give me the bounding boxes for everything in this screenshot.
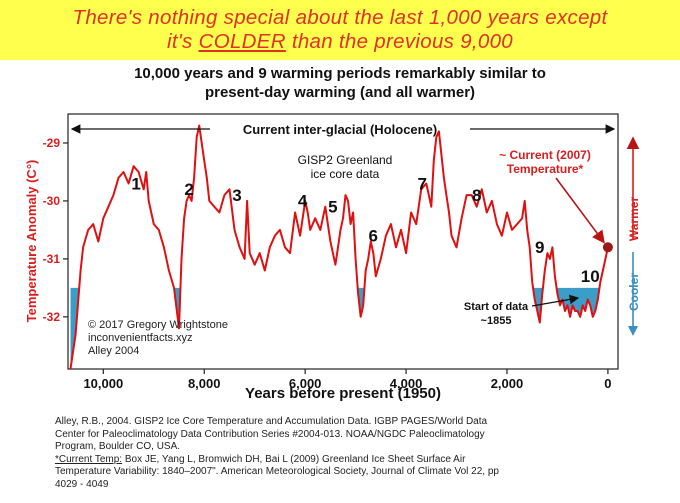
peak-labels: 1 2 3 4 5 6 7 8 9 10 <box>131 174 599 286</box>
holocene-label: Current inter-glacial (Holocene) <box>243 122 437 137</box>
start-of-data-arrow <box>531 294 580 307</box>
warmer-label: Warmer <box>627 197 641 242</box>
cooler-label: Cooler <box>627 273 641 311</box>
peak-number-label: 3 <box>232 186 241 205</box>
reference-current-temp-label: *Current Temp: <box>55 453 123 465</box>
x-tick-label: 0 <box>604 376 611 391</box>
current-temp-label-line-1: ~ Current (2007) <box>499 148 591 162</box>
reference-line-5: Temperature Variability: 1840–2007". Ame… <box>55 466 499 477</box>
reference-current-temp-text: Box JE, Yang L, Bromwich DH, Bai L (2009… <box>122 453 466 465</box>
current-temp-arrow <box>555 177 605 244</box>
copyright-line-3: Alley 2004 <box>88 345 139 357</box>
peak-number-label: 5 <box>328 198 337 217</box>
current-temp-label-line-2: Temperature* <box>507 162 584 176</box>
start-of-data-label-line-1: Start of data <box>464 301 529 313</box>
peak-number-label: 10 <box>581 267 600 286</box>
start-of-data-label-line-2: ~1855 <box>481 315 512 327</box>
y-tick-label: -30 <box>43 194 61 208</box>
x-axis-label: Years before present (1950) <box>245 385 441 402</box>
copyright-line-1: © 2017 Gregory Wrightstone <box>88 319 228 331</box>
peak-number-label: 1 <box>131 174 140 193</box>
x-tick-label: 4,000 <box>390 376 423 391</box>
headline-banner: There's nothing special about the last 1… <box>0 0 680 60</box>
reference-line-6: 4029 - 4049 <box>55 478 109 490</box>
reference-line-2: Center for Paleoclimatology Data Contrib… <box>55 428 485 440</box>
chart-title-line-1: 10,000 years and 9 warming periods remar… <box>134 65 546 82</box>
banner-prefix: it's <box>166 30 199 53</box>
y-tick-label: -31 <box>43 252 61 266</box>
peak-number-label: 8 <box>472 186 481 205</box>
temperature-series-line <box>69 124 609 370</box>
references: Alley, R.B., 2004. GISP2 Ice Core Temper… <box>55 416 645 491</box>
cooler-arrow-head <box>628 326 638 336</box>
x-axis-ticks: 10,000 8,000 6,000 4,000 2,000 0 <box>83 369 612 391</box>
peak-number-label: 6 <box>369 227 378 246</box>
current-temp-marker <box>602 242 613 253</box>
x-tick-label: 8,000 <box>188 376 221 391</box>
banner-suffix: than the previous 9,000 <box>285 30 513 53</box>
banner-colder-emphasis: COLDER <box>198 30 286 53</box>
plot-frame <box>67 113 619 370</box>
peak-number-label: 7 <box>417 174 426 193</box>
reference-line-4: *Current Temp: Box JE, Yang L, Bromwich … <box>55 454 645 467</box>
y-axis-ticks: -29 -30 -31 -32 <box>43 136 68 324</box>
peak-number-label: 4 <box>298 192 308 211</box>
peak-number-label: 2 <box>184 180 193 199</box>
chart-title-line-2: present-day warming (and all warmer) <box>204 84 476 101</box>
reference-line-3: Program, Boulder CO, USA. <box>55 441 181 452</box>
y-axis-label: Temperature Anomaly (C°) <box>24 160 39 323</box>
banner-line-2: it's COLDER than the previous 9,000 <box>0 30 680 54</box>
station-label-line-1: GISP2 Greenland <box>298 153 393 167</box>
cold-period-fill <box>357 287 365 317</box>
x-tick-label: 6,000 <box>289 376 322 391</box>
y-tick-label: -29 <box>43 136 61 150</box>
reference-line-1: Alley, R.B., 2004. GISP2 Ice Core Temper… <box>55 416 488 427</box>
y-tick-label: -32 <box>43 310 61 324</box>
station-label-line-2: ice core data <box>311 167 380 181</box>
x-tick-label: 2,000 <box>491 376 524 391</box>
temperature-chart: 10,000 8,000 6,000 4,000 2,000 0 -29 -30 -31 -32… <box>24 113 641 402</box>
banner-line-1: There's nothing special about the last 1… <box>72 6 608 29</box>
x-tick-label: 10,000 <box>83 376 123 391</box>
copyright-line-2: inconvenientfacts.xyz <box>88 332 193 344</box>
chart-title: 10,000 years and 9 warming periods remar… <box>0 64 680 102</box>
peak-number-label: 9 <box>535 238 544 257</box>
